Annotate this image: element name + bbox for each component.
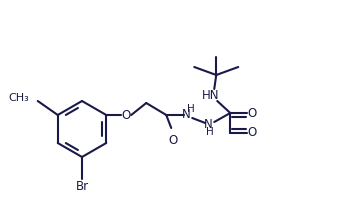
- Text: H: H: [187, 104, 195, 114]
- Text: N: N: [204, 119, 213, 131]
- Text: CH₃: CH₃: [8, 93, 29, 103]
- Text: HN: HN: [202, 88, 219, 101]
- Text: O: O: [248, 127, 257, 139]
- Text: O: O: [122, 108, 131, 122]
- Text: Br: Br: [76, 180, 88, 193]
- Text: N: N: [182, 107, 190, 120]
- Text: H: H: [206, 127, 214, 137]
- Text: O: O: [248, 107, 257, 119]
- Text: O: O: [169, 134, 178, 146]
